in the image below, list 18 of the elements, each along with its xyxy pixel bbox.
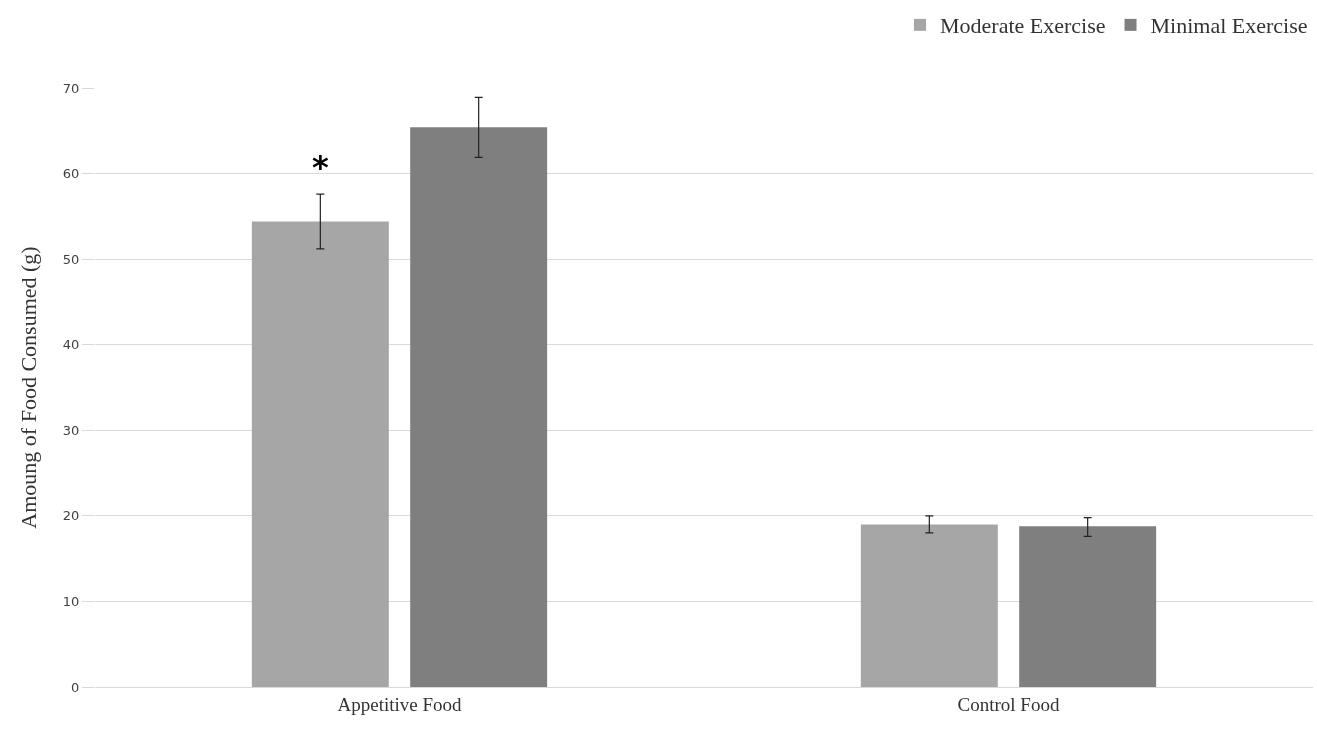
bar [410, 127, 548, 687]
y-tick-label: 70 [62, 80, 80, 96]
y-axis-title: Amoung of Food Consumed (g) [15, 246, 41, 529]
legend-label: Moderate Exercise [940, 13, 1106, 39]
bar [251, 221, 389, 687]
x-tick-label: Control Food [957, 693, 1060, 715]
y-tick-label: 10 [62, 593, 80, 609]
y-tick-label: 60 [62, 166, 80, 182]
bar [1019, 526, 1157, 687]
legend-label: Minimal Exercise [1150, 13, 1308, 39]
y-tick-label: 50 [62, 251, 80, 267]
bar [860, 524, 998, 687]
y-tick-label: 20 [62, 508, 80, 524]
y-tick-label: 40 [62, 337, 80, 353]
y-tick-label: 30 [62, 422, 80, 438]
x-tick-label: Appetitive Food [337, 693, 462, 715]
y-tick-label: 0 [71, 679, 80, 695]
annotation: * [312, 148, 329, 186]
